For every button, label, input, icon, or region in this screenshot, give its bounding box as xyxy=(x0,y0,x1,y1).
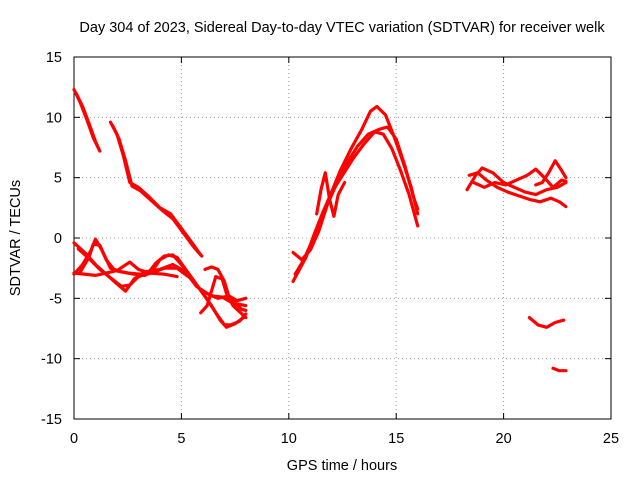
series-line-arc-10 xyxy=(551,366,568,373)
series-line-arc-7b xyxy=(293,104,420,276)
series-line-arc-8 xyxy=(465,166,568,197)
y-axis-label: SDTVAR / TECUs xyxy=(8,180,24,296)
series-line-arc-4b xyxy=(78,242,248,327)
data-series xyxy=(72,88,568,373)
series-line-arc-5 xyxy=(72,260,179,279)
series-line-arc-9 xyxy=(527,316,566,329)
x-tick-label: 5 xyxy=(177,431,185,447)
y-tick-label: 10 xyxy=(46,110,62,126)
series-line-arc-8c xyxy=(471,167,568,189)
y-tick-label: -10 xyxy=(41,352,62,368)
x-axis: 0 5 10 15 20 25 xyxy=(70,57,619,447)
x-tick-label: 25 xyxy=(603,431,619,447)
series-line-arc-2b xyxy=(111,124,204,258)
series-line-arc-8d xyxy=(534,159,568,187)
x-tick-label: 20 xyxy=(496,431,512,447)
y-tick-label: 0 xyxy=(54,231,62,247)
series-line-arc-8b xyxy=(467,171,568,209)
x-tick-label: 0 xyxy=(70,431,78,447)
y-tick-label: -5 xyxy=(49,291,62,307)
x-axis-label: GPS time / hours xyxy=(287,458,397,474)
series-line-arc-7d xyxy=(315,171,347,218)
chart-title: Day 304 of 2023, Sidereal Day-to-day VTE… xyxy=(79,20,605,36)
y-axis: -15 -10 -5 0 5 10 15 xyxy=(41,50,611,428)
series-line-arc-1b xyxy=(74,91,101,151)
series-line-arc-6b xyxy=(203,265,248,312)
y-tick-label: 5 xyxy=(54,171,62,187)
x-tick-label: 10 xyxy=(281,431,297,447)
series-line-arc-2 xyxy=(108,120,203,257)
y-tick-label: 15 xyxy=(46,50,62,66)
y-tick-label: -15 xyxy=(41,412,62,428)
x-tick-label: 15 xyxy=(388,431,404,447)
grid-lines xyxy=(74,57,611,419)
series-line-arc-7c xyxy=(291,125,420,262)
